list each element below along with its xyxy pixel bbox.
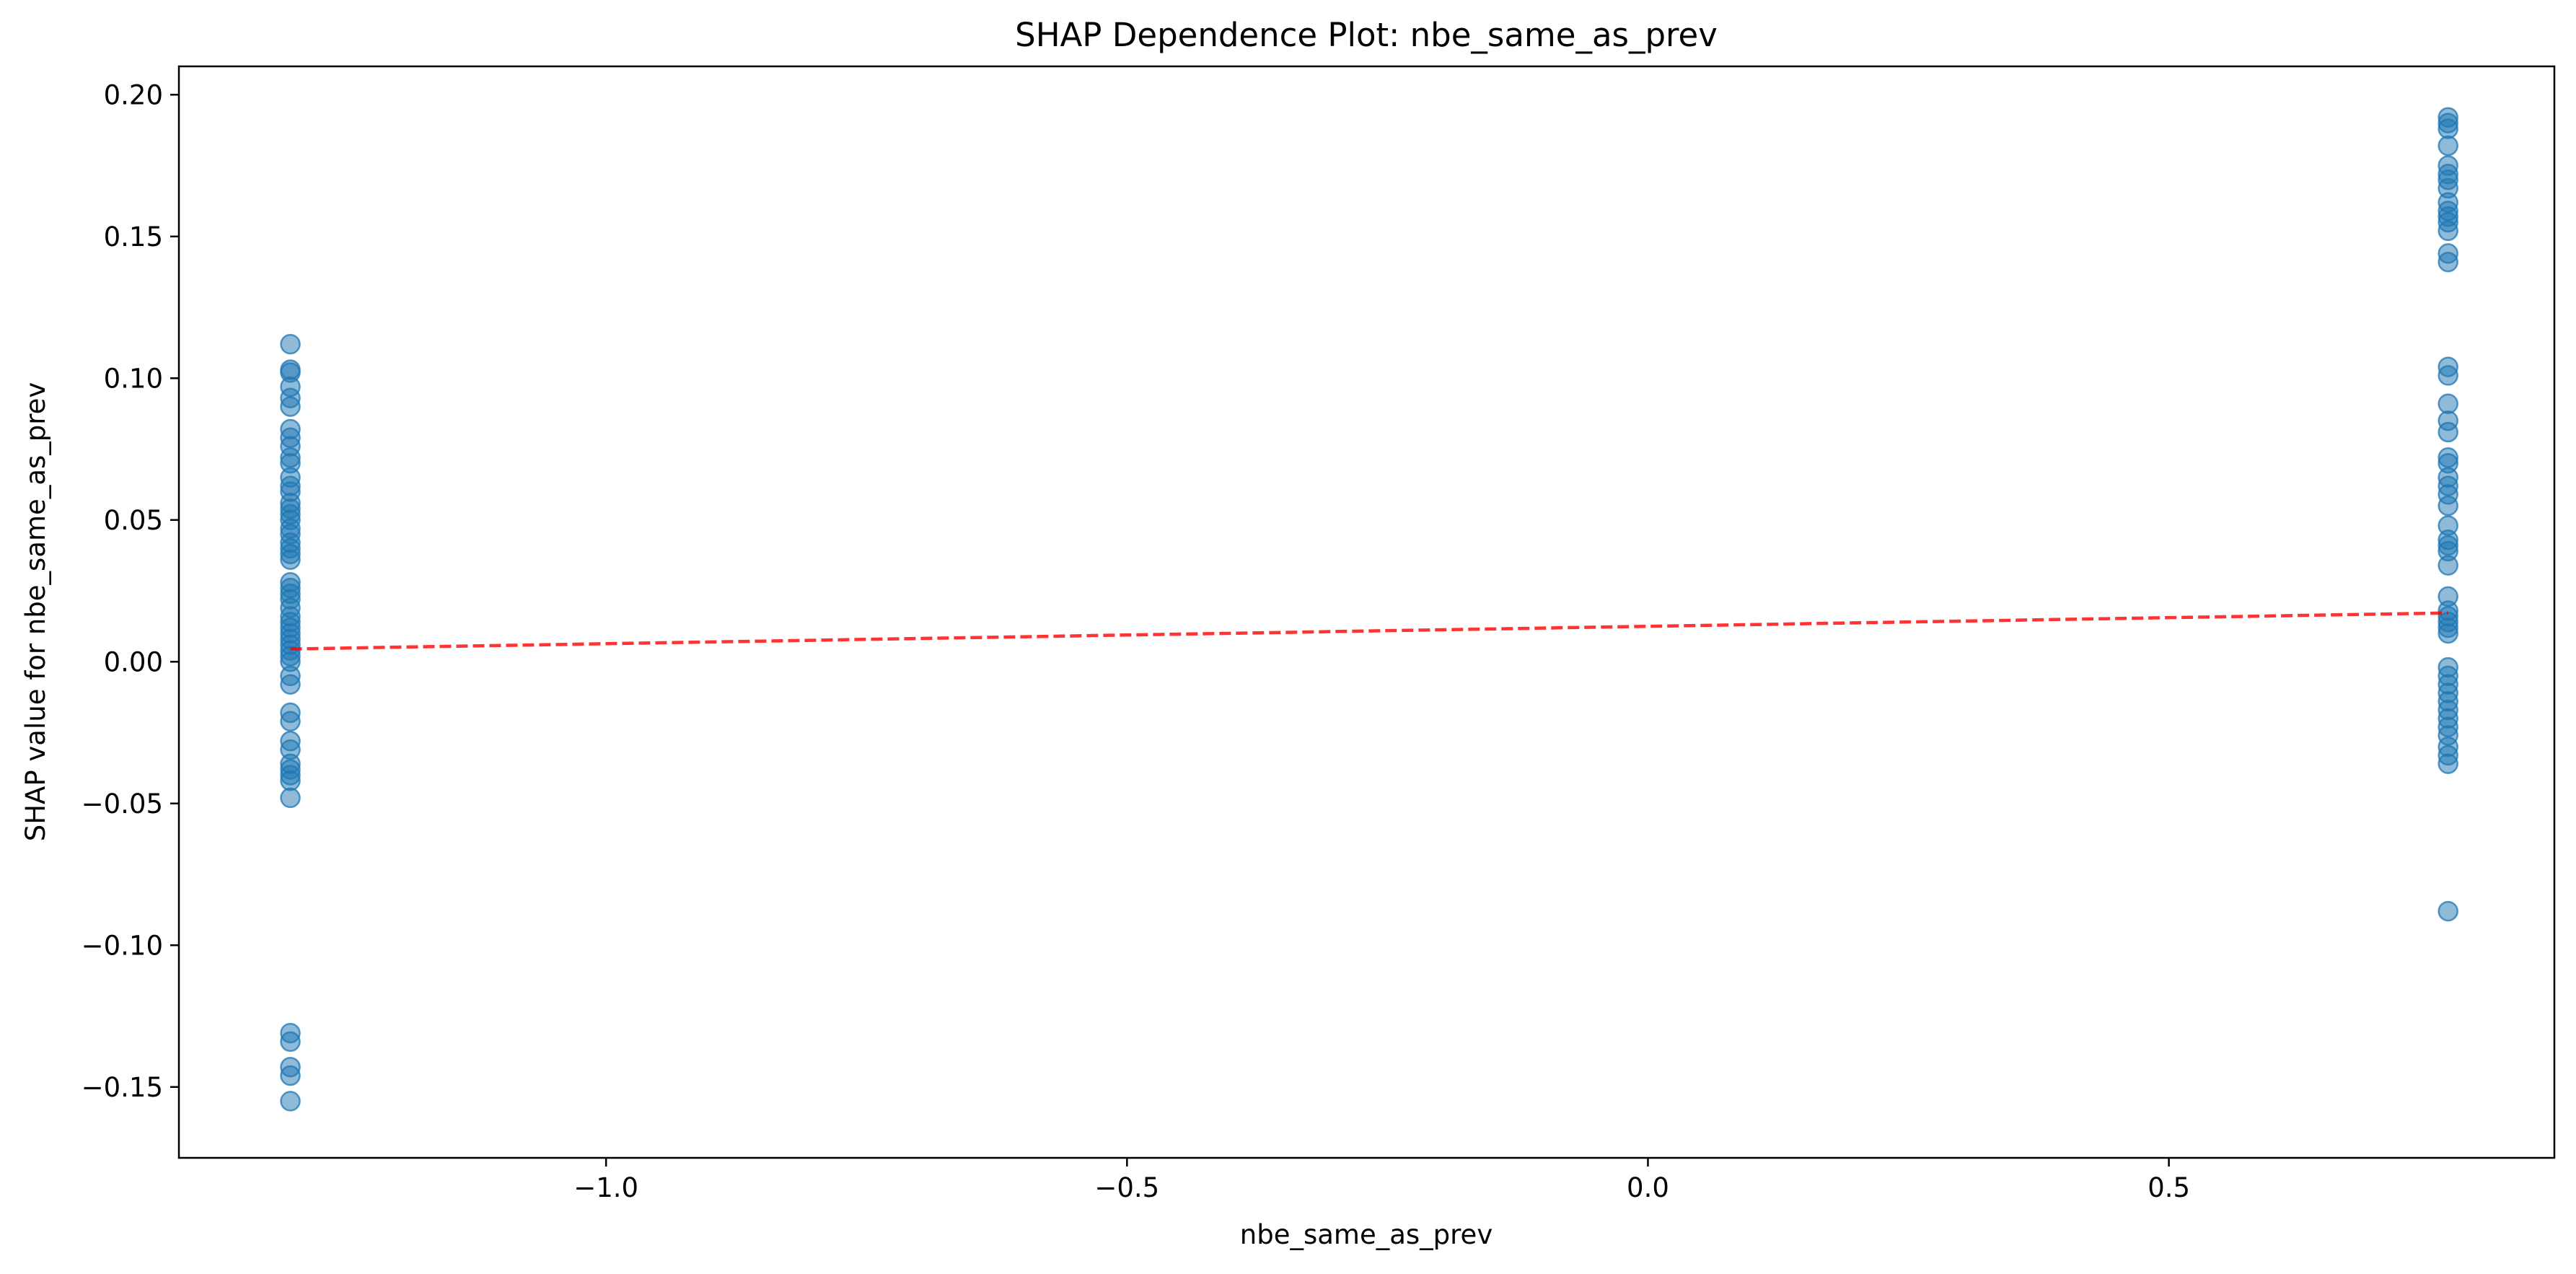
scatter-point: [2437, 495, 2458, 517]
scatter-point: [280, 396, 301, 417]
scatter-point: [280, 1065, 301, 1086]
scatter-point: [2437, 251, 2458, 273]
trend-line-layer: [290, 611, 2448, 651]
plot-area-frame: [177, 65, 2556, 1159]
y-tick-label: −0.10: [82, 930, 163, 961]
y-tick-label: −0.05: [82, 788, 163, 820]
y-axis-ticks: −0.15 −0.10 −0.05 0.00 0.05 0.10 0.15 0.20: [82, 79, 179, 1103]
x-tick-label: 0.0: [1627, 1172, 1669, 1203]
y-tick-label: 0.20: [104, 79, 163, 110]
y-tick-label: 0.15: [104, 221, 163, 252]
y-tick-label: 0.10: [104, 363, 163, 394]
scatter-point: [280, 787, 301, 809]
x-axis-ticks: −1.0 −0.5 0.0 0.5: [573, 1158, 2190, 1203]
x-tick-label: 0.5: [2148, 1172, 2190, 1203]
scatter-point: [280, 674, 301, 695]
scatter-points: [280, 107, 2458, 1112]
scatter-point: [2437, 393, 2458, 414]
scatter-point: [2437, 135, 2458, 157]
scatter-point: [2437, 900, 2458, 922]
scatter-point: [2437, 555, 2458, 576]
scatter-point: [2437, 118, 2458, 139]
x-axis-label: nbe_same_as_prev: [1240, 1219, 1493, 1250]
chart-title: SHAP Dependence Plot: nbe_same_as_prev: [1015, 16, 1718, 54]
scatter-point: [2437, 220, 2458, 242]
x-tick-label: −1.0: [573, 1172, 638, 1203]
x-tick-label: −0.5: [1094, 1172, 1159, 1203]
y-axis-label: SHAP value for nbe_same_as_prev: [20, 382, 51, 842]
scatter-point: [280, 1091, 301, 1112]
trend-line: [290, 611, 2448, 651]
scatter-point: [280, 549, 301, 571]
scatter-point: [2437, 421, 2458, 443]
scatter-point: [2437, 623, 2458, 644]
y-tick-label: −0.15: [82, 1072, 163, 1103]
scatter-point: [2437, 365, 2458, 386]
scatter-point: [2437, 753, 2458, 774]
scatter-point: [280, 1031, 301, 1053]
scatter-point: [280, 711, 301, 732]
scatter-point: [280, 770, 301, 791]
scatter-point: [280, 333, 301, 355]
y-tick-label: 0.05: [104, 505, 163, 536]
y-tick-label: 0.00: [104, 646, 163, 677]
